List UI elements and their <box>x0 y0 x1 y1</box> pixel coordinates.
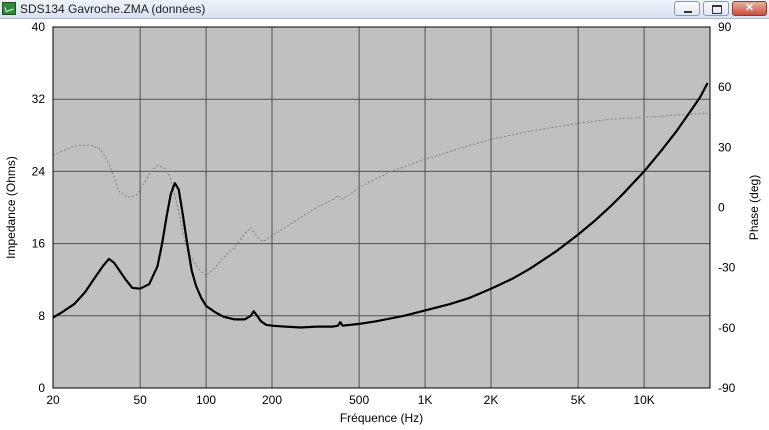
y2-axis-label: Phase (deg) <box>747 175 761 240</box>
y2-tick-label: 90 <box>718 20 732 34</box>
y-tick-label: 0 <box>38 381 45 395</box>
y2-tick-label: 60 <box>718 80 732 94</box>
chart-app-icon <box>2 2 16 15</box>
y2-axis-ticks: -90 -60 -30 0 30 60 90 <box>718 20 736 395</box>
series-phase-line <box>52 112 708 277</box>
y2-tick-label: -60 <box>718 321 736 335</box>
x-tick-label: 1K <box>418 393 433 407</box>
y-tick-label: 16 <box>32 237 46 251</box>
x-axis-label: Fréquence (Hz) <box>340 411 423 425</box>
x-tick-label: 500 <box>349 393 369 407</box>
x-axis-ticks: 20 50 100 200 500 1K 2K 5K 10K <box>46 393 654 407</box>
close-icon: ✕ <box>744 2 755 14</box>
x-tick-label: 10K <box>633 393 654 407</box>
x-tick-label: 100 <box>196 393 216 407</box>
x-tick-label: 20 <box>46 393 60 407</box>
close-button[interactable]: ✕ <box>732 1 767 16</box>
series-impedance-line <box>52 82 709 329</box>
window-title: SDS134 Gavroche.ZMA (données) <box>20 2 206 16</box>
y-tick-label: 24 <box>32 164 46 178</box>
y2-tick-label: -90 <box>718 381 736 395</box>
y-tick-label: 40 <box>32 20 46 34</box>
plot-frame <box>52 26 711 389</box>
y-tick-label: 32 <box>32 92 46 106</box>
y-axis-ticks: 0 8 16 24 32 40 <box>32 20 46 395</box>
maximize-button[interactable] <box>703 1 729 16</box>
minimize-button[interactable] <box>674 1 700 16</box>
y2-tick-label: 30 <box>718 140 732 154</box>
y-axis-label: Impedance (Ohms) <box>4 156 18 259</box>
y2-tick-label: -30 <box>718 261 736 275</box>
maximize-icon <box>704 2 728 15</box>
y-tick-label: 8 <box>38 309 45 323</box>
x-tick-label: 5K <box>571 393 586 407</box>
x-tick-label: 200 <box>262 393 282 407</box>
x-tick-label: 2K <box>484 393 499 407</box>
x-tick-label: 50 <box>133 393 147 407</box>
y2-tick-label: 0 <box>718 201 725 215</box>
plot-area <box>53 27 710 388</box>
impedance-phase-chart: 20 50 100 200 500 1K 2K 5K 10K 0 8 16 24 32 40 -90 -60… <box>4 20 761 425</box>
minimize-icon <box>675 2 699 15</box>
window-titlebar: SDS134 Gavroche.ZMA (données) ✕ <box>0 0 769 19</box>
